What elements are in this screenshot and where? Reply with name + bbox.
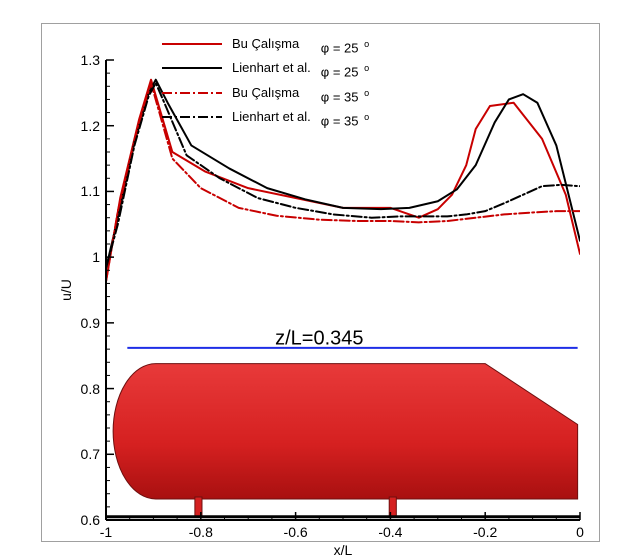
legend-swatch-lienhart25 xyxy=(162,59,222,77)
annotation-zL: z/L=0.345 xyxy=(275,328,363,351)
legend-label-bu25: Bu Çalışma xyxy=(232,35,311,57)
ytick-label: 1.2 xyxy=(81,118,100,134)
legend-label-lienhart35: Lienhart et al. xyxy=(232,108,311,130)
xtick-label: -1 xyxy=(100,524,112,540)
xtick-label: -0.2 xyxy=(473,524,497,540)
legend-phi-bu35: φ = 35 o xyxy=(321,84,369,106)
legend-swatch-bu25 xyxy=(162,35,222,53)
ytick-label: 1 xyxy=(92,249,100,265)
legend-label-bu35: Bu Çalışma xyxy=(232,84,311,106)
y-axis-label: u/U xyxy=(58,279,74,301)
ahmed-body-shape xyxy=(113,364,578,518)
ytick-label: 0.7 xyxy=(81,446,100,462)
ytick-label: 0.6 xyxy=(81,512,100,528)
legend-label-lienhart25: Lienhart et al. xyxy=(232,59,311,81)
legend-swatch-bu35 xyxy=(162,84,222,102)
legend-phi-lienhart25: φ = 25 o xyxy=(321,59,369,81)
legend-phi-lienhart35: φ = 35 o xyxy=(321,108,369,130)
chart-canvas: Bu Çalışma φ = 25 o Lienhart et al. φ = 25 … xyxy=(0,0,630,560)
legend-swatch-lienhart35 xyxy=(162,108,222,126)
xtick-label: -0.4 xyxy=(378,524,402,540)
ytick-label: 0.8 xyxy=(81,381,100,397)
x-axis-label: x/L xyxy=(334,542,353,558)
xtick-label: 0 xyxy=(576,524,584,540)
legend: Bu Çalışma φ = 25 o Lienhart et al. φ = 25 … xyxy=(162,35,369,130)
ytick-label: 1.3 xyxy=(81,52,100,68)
legend-phi-bu25: φ = 25 o xyxy=(321,35,369,57)
xtick-label: -0.8 xyxy=(189,524,213,540)
ytick-label: 1.1 xyxy=(81,183,100,199)
xtick-label: -0.6 xyxy=(284,524,308,540)
ytick-label: 0.9 xyxy=(81,315,100,331)
